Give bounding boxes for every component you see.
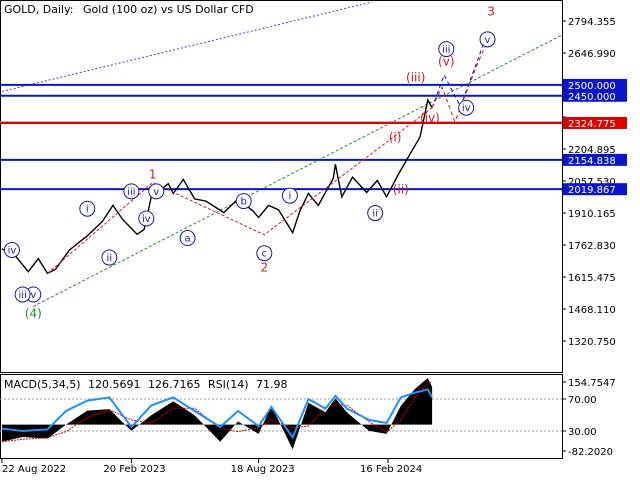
level-tag xyxy=(563,153,627,166)
price-axis-label: 2794.355 xyxy=(568,17,616,28)
wave-label-circle xyxy=(138,210,155,227)
level-tag xyxy=(563,89,627,102)
wave-connector-red xyxy=(47,107,433,274)
wave-label-circle xyxy=(79,200,96,217)
wave-label: 2 xyxy=(260,261,268,275)
level-tag xyxy=(563,183,627,196)
wave-label: iii xyxy=(127,187,135,198)
price-axis-label: 2646.990 xyxy=(568,49,616,60)
wave-label: ii xyxy=(372,209,378,220)
date-axis-label: 18 Aug 2023 xyxy=(231,464,295,475)
macd-signal-line xyxy=(1,382,433,443)
wave-label-circle xyxy=(438,41,455,58)
wave-label-circle xyxy=(281,187,298,204)
rsi-value: 71.98 xyxy=(256,378,288,391)
wave-label-circle xyxy=(101,249,118,266)
macd-value-1: 120.5691 xyxy=(88,378,141,391)
wave-label: iv xyxy=(8,245,17,256)
date-axis-label: 22 Aug 2022 xyxy=(2,464,66,475)
wave-label-circle xyxy=(14,286,31,303)
forecast-path-red xyxy=(431,32,492,124)
wave-label-circle xyxy=(179,230,196,247)
wave-label: v xyxy=(30,290,36,301)
level-tag-label: 2324.775 xyxy=(568,119,616,130)
price-axis-label: 1762.830 xyxy=(568,241,616,252)
wave-label: (4) xyxy=(25,306,42,320)
wave-label: i xyxy=(289,191,292,202)
wave-label-circle xyxy=(458,99,475,116)
chart-header: GOLD, Daily: Gold (100 oz) vs US Dollar … xyxy=(4,3,254,16)
macd-label: MACD(5,34,5) xyxy=(4,378,81,391)
date-axis-label: 16 Feb 2024 xyxy=(360,464,422,475)
level-tag-label: 2154.838 xyxy=(568,156,616,167)
wave-label: i xyxy=(86,204,89,215)
wave-label: iv xyxy=(462,103,471,114)
price-axis-label: 2057.530 xyxy=(568,177,616,188)
instrument-description: Gold (100 oz) vs US Dollar CFD xyxy=(83,3,254,16)
indicator-axis-label: -82.2020 xyxy=(568,447,613,458)
wave-label: ii xyxy=(107,253,113,264)
wave-label: c xyxy=(262,249,268,260)
price-panel-frame xyxy=(0,0,563,373)
price-axis-label: 1615.475 xyxy=(568,273,616,284)
price-axis-label: 2204.895 xyxy=(568,145,616,156)
macd-value-2: 126.7165 xyxy=(148,378,201,391)
wave-label: v xyxy=(153,187,159,198)
symbol-label: GOLD, Daily: xyxy=(4,3,74,16)
level-tag xyxy=(563,116,627,129)
wave-label: (i) xyxy=(389,130,402,144)
price-axis-label: 1468.110 xyxy=(568,305,616,316)
wave-label-circle xyxy=(367,205,384,222)
indicator-axis-label: 70.00 xyxy=(568,395,597,406)
trend-channel-line xyxy=(33,34,563,307)
wave-label-circle xyxy=(235,193,252,210)
macd-histogram xyxy=(2,378,433,450)
wave-label: 1 xyxy=(149,167,157,181)
wave-label: iv xyxy=(142,214,151,225)
wave-label: v xyxy=(485,35,491,46)
upper-channel-line xyxy=(1,1,373,92)
rsi-label: RSI(14) xyxy=(208,378,249,391)
wave-label-circle xyxy=(256,245,273,262)
wave-label: (iii) xyxy=(406,71,425,85)
wave-label: (iv) xyxy=(420,111,440,125)
wave-label: iii xyxy=(18,290,26,301)
level-tag-label: 2500.000 xyxy=(568,81,616,92)
wave-label-circle xyxy=(123,183,140,200)
level-tag-label: 2019.867 xyxy=(568,185,616,196)
indicator-axis-label: 154.7547 xyxy=(568,378,616,389)
level-tag-label: 2450.000 xyxy=(568,92,616,103)
indicator-header: MACD(5,34,5) 120.5691 126.7165 RSI(14) 7… xyxy=(4,378,288,391)
date-axis-label: 20 Feb 2023 xyxy=(103,464,165,475)
wave-label-circle xyxy=(3,241,20,258)
wave-label: (ii) xyxy=(393,182,409,196)
price-axis-label: 1910.165 xyxy=(568,209,616,220)
wave-label: b xyxy=(241,197,247,208)
price-axis-label: 1320.750 xyxy=(568,337,616,348)
wave-label: (v) xyxy=(438,54,454,68)
wave-label: iii xyxy=(442,45,450,56)
indicator-axis-label: 30.00 xyxy=(568,427,597,438)
level-tag xyxy=(563,78,627,91)
rsi-line xyxy=(1,388,433,440)
wave-label-circle xyxy=(479,31,496,48)
wave-label-circle xyxy=(148,183,165,200)
wave-label: 3 xyxy=(487,4,495,18)
wave-label: a xyxy=(184,234,190,245)
